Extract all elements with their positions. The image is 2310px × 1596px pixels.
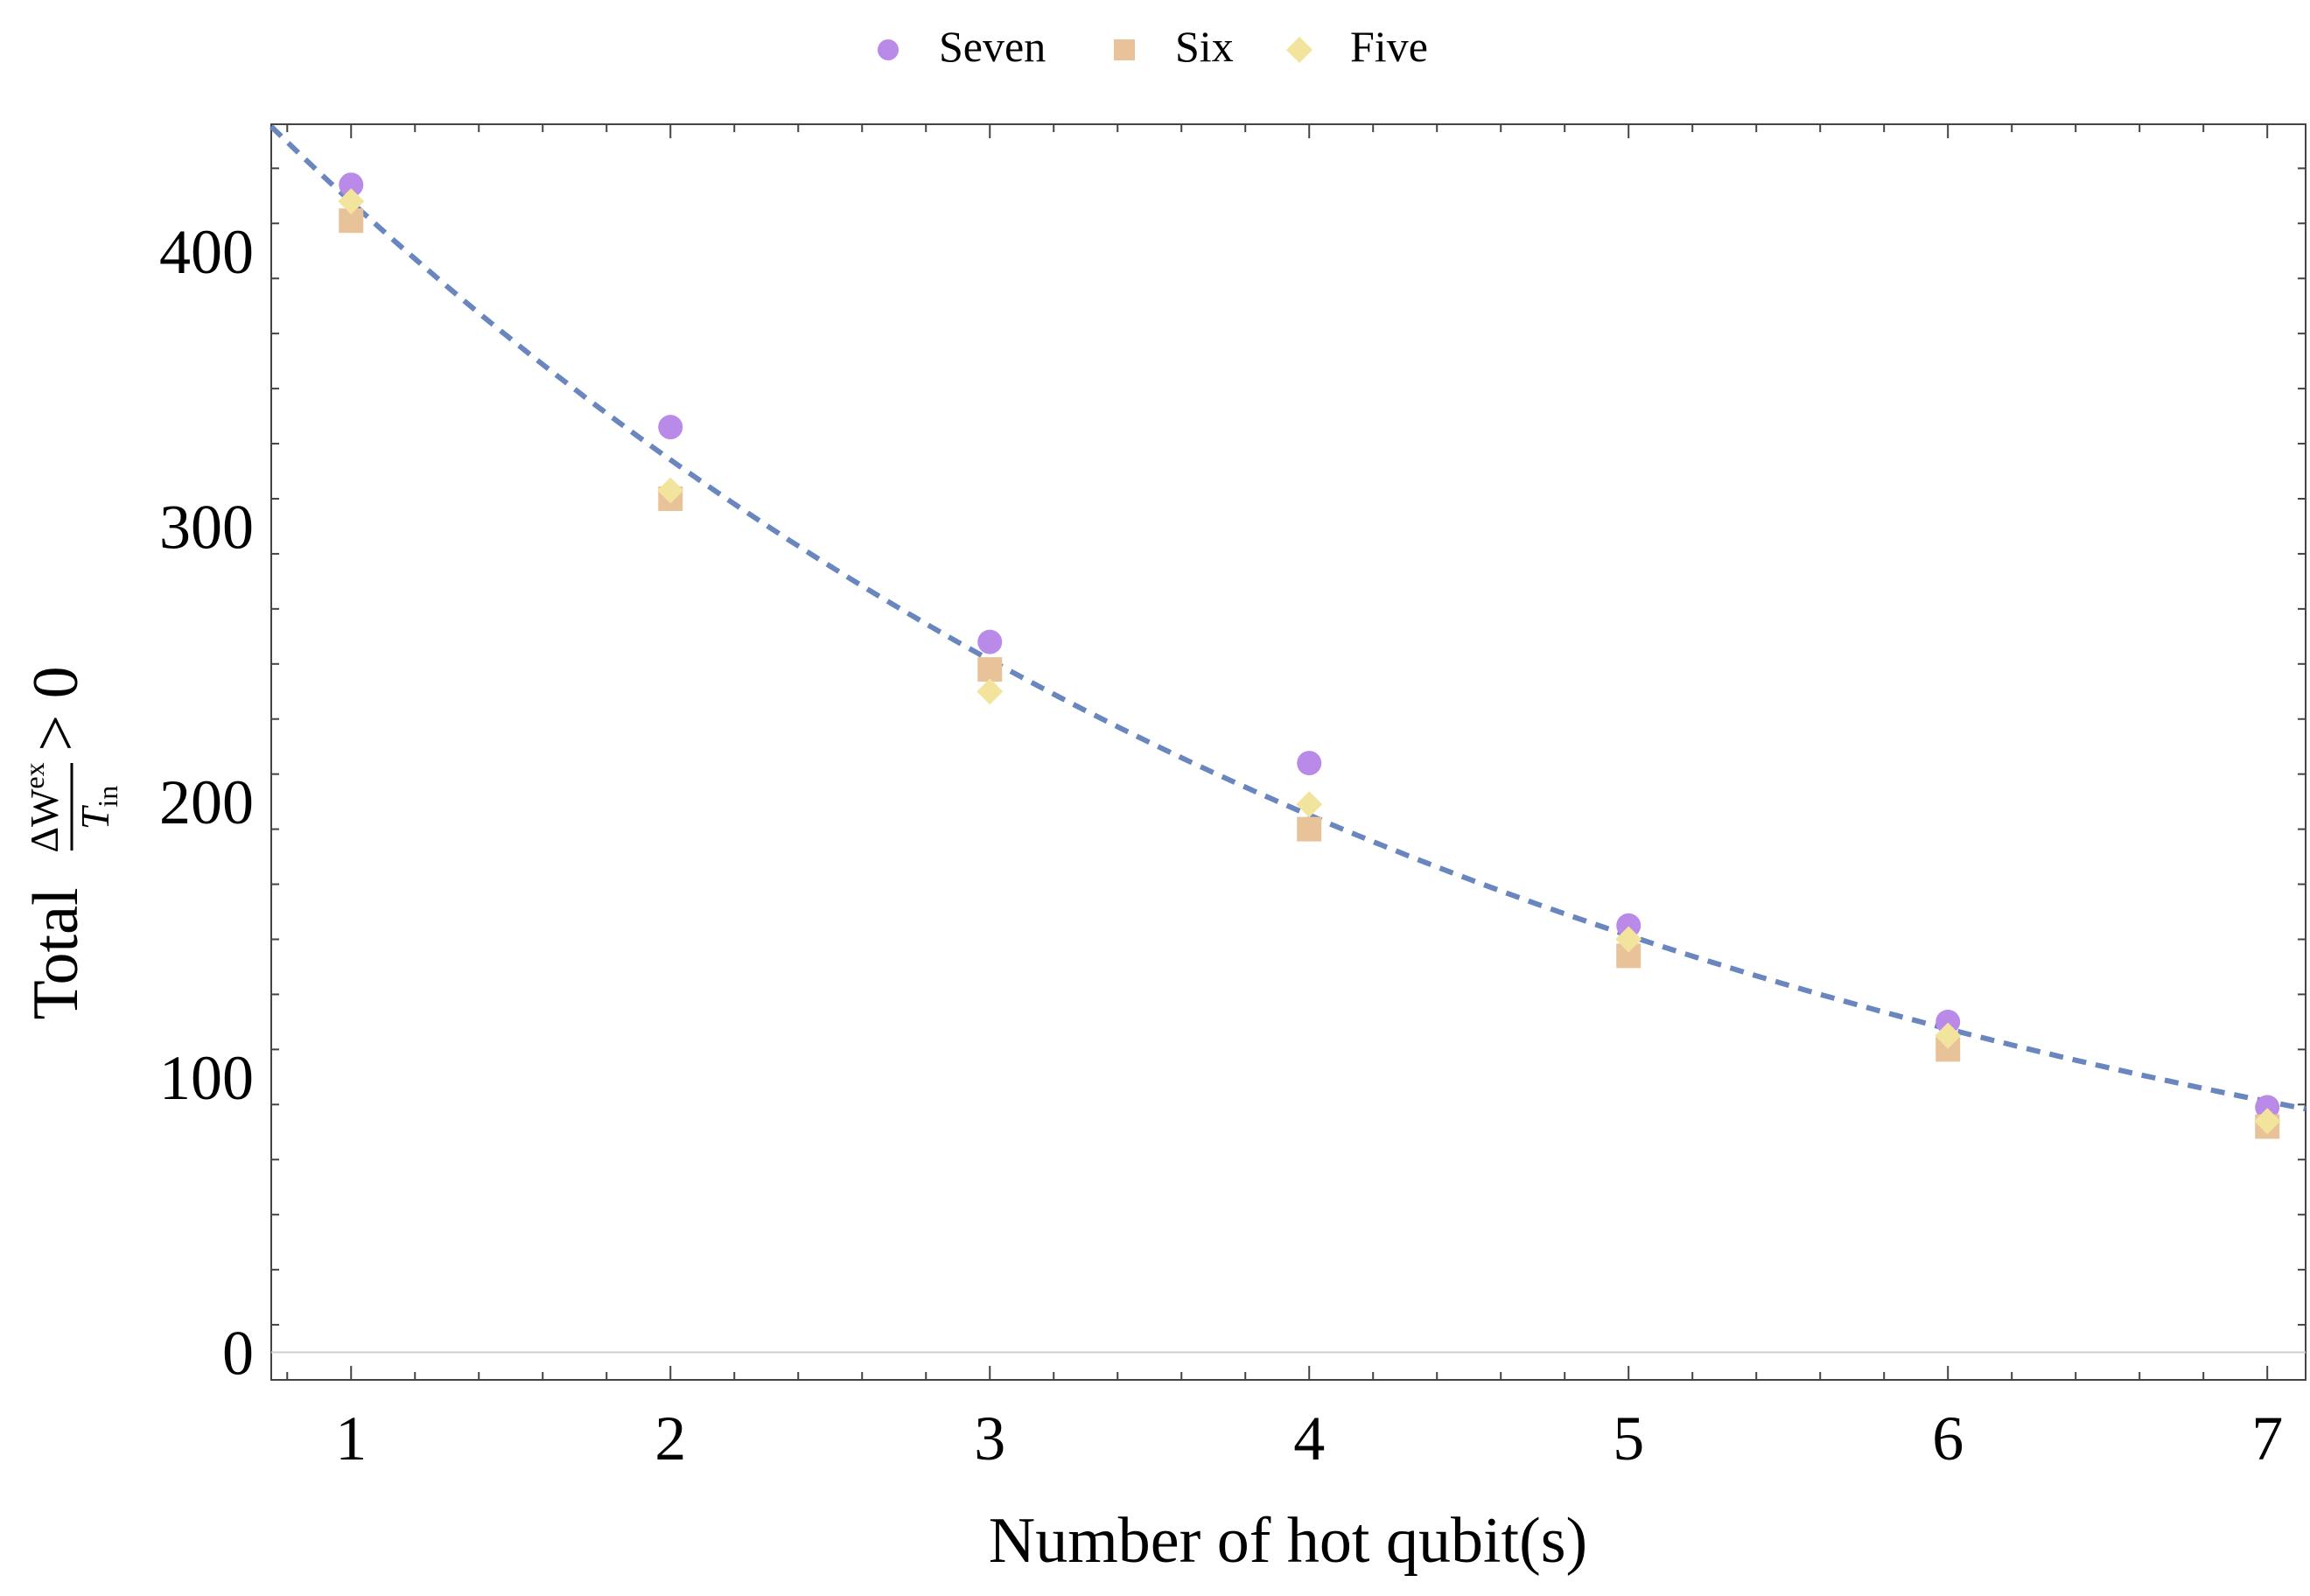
y-axis-label-numerator-sup: ex [18, 762, 50, 788]
legend-label-six: Six [1175, 22, 1234, 71]
y-axis-label: Total ΔWex Tin > 0 [18, 666, 123, 1019]
legend: Seven Six Five [878, 22, 1428, 71]
point-five [657, 477, 684, 504]
point-seven [1297, 751, 1322, 776]
point-five [976, 678, 1004, 705]
legend-label-five: Five [1350, 22, 1428, 71]
y-tick-label: 300 [159, 492, 254, 562]
point-seven [977, 629, 1003, 654]
y-axis-label-denominator-main: T [73, 804, 117, 830]
point-five [1935, 1022, 1962, 1049]
y-axis-label-numerator: ΔWex [18, 762, 66, 852]
legend-marker-six [1114, 39, 1135, 60]
point-five [1615, 926, 1642, 953]
point-seven [1936, 1009, 1961, 1034]
y-tick-label: 0 [222, 1319, 254, 1389]
point-five [2254, 1108, 2281, 1135]
y-axis-label-denominator-sub: in [92, 786, 123, 808]
plot-frame [270, 123, 2306, 1381]
point-six [1297, 816, 1322, 842]
x-tick-label: 4 [1293, 1404, 1325, 1474]
point-six [977, 657, 1003, 682]
y-tick-label: 400 [159, 217, 254, 287]
point-seven [2255, 1095, 2280, 1120]
x-axis-label: Number of hot qubit(s) [989, 1505, 1587, 1577]
axis-tick-labels: 1 2 3 4 5 6 7 0 100 200 300 400 [159, 217, 2283, 1474]
legend-marker-five [1286, 37, 1312, 63]
fit-curve [269, 124, 2306, 1112]
x-tick-label: 7 [2251, 1404, 2283, 1474]
y-axis-label-prefix: Total [20, 888, 92, 1020]
y-axis-label-suffix: > 0 [20, 666, 92, 751]
x-tick-label: 2 [654, 1404, 686, 1474]
legend-label-seven: Seven [939, 22, 1046, 71]
legend-marker-seven [878, 39, 899, 60]
y-axis-label-denominator: Tin [73, 786, 123, 830]
x-tick-label: 6 [1932, 1404, 1964, 1474]
point-seven [339, 172, 364, 198]
point-five [338, 188, 365, 215]
axis-ticks [271, 124, 2306, 1381]
y-tick-label: 100 [159, 1043, 254, 1113]
point-seven [658, 415, 683, 440]
x-tick-label: 1 [335, 1404, 367, 1474]
data-markers [338, 172, 2281, 1139]
y-tick-label: 200 [159, 767, 254, 837]
y-axis-label-numerator-main: ΔW [22, 788, 66, 853]
point-seven [1616, 913, 1642, 938]
x-tick-label: 3 [974, 1404, 1005, 1474]
point-five [1296, 791, 1323, 818]
x-tick-label: 5 [1613, 1404, 1644, 1474]
